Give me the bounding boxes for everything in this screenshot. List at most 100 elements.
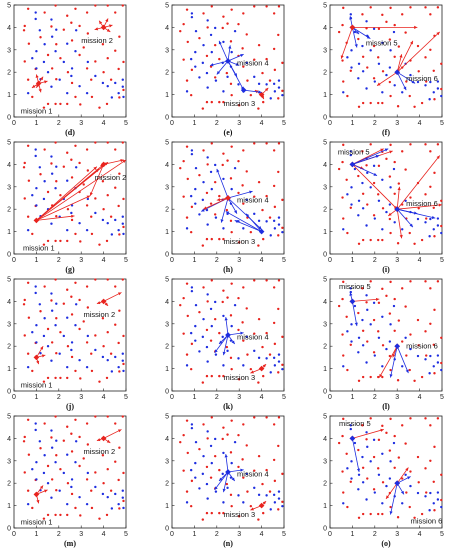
target-point-red	[381, 70, 385, 73]
mission-arrowhead-blue	[210, 63, 214, 67]
target-point-red	[105, 376, 109, 380]
target-point-blue	[38, 166, 42, 169]
y-tick-label: 4	[323, 436, 327, 443]
target-point-red	[397, 456, 401, 459]
target-point-blue	[114, 492, 117, 496]
target-point-blue	[272, 219, 276, 223]
target-point-blue	[346, 330, 349, 333]
target-point-red	[272, 149, 276, 152]
target-point-blue	[429, 491, 432, 495]
target-point-blue	[213, 437, 217, 441]
target-point-red	[230, 419, 233, 422]
mission-hub-blue	[349, 435, 356, 442]
target-point-blue	[349, 427, 352, 431]
target-point-red	[432, 69, 435, 72]
target-point-red	[440, 336, 443, 339]
target-point-blue	[74, 166, 78, 169]
target-point-red	[86, 443, 90, 446]
target-point-red	[429, 459, 432, 462]
y-tick-label: 3	[165, 321, 169, 328]
target-point-red	[408, 368, 411, 372]
mission-link-blue	[245, 213, 262, 232]
target-point-red	[433, 98, 436, 101]
target-point-red	[114, 49, 117, 52]
target-point-red	[253, 416, 256, 419]
target-point-blue	[206, 497, 209, 500]
target-point-blue	[70, 211, 73, 215]
target-point-red	[122, 225, 125, 229]
mission-label: mission 2	[81, 36, 113, 45]
target-point-blue	[74, 50, 77, 53]
target-point-red	[59, 102, 62, 106]
target-point-red	[55, 317, 58, 320]
mission-arrowhead-red	[105, 18, 109, 23]
target-point-blue	[222, 227, 225, 230]
target-point-red	[396, 242, 400, 245]
y-tick-label: 4	[323, 25, 327, 32]
target-point-red	[229, 451, 233, 454]
target-point-blue	[237, 357, 240, 360]
target-point-red	[59, 239, 62, 243]
y-tick-label: 0	[165, 526, 169, 533]
target-point-blue	[50, 496, 53, 499]
target-point-red	[420, 101, 424, 105]
target-point-red	[420, 238, 424, 242]
target-point-blue	[214, 490, 218, 493]
target-point-blue	[54, 50, 57, 53]
y-tick-label: 3	[323, 47, 327, 54]
target-point-blue	[361, 318, 364, 322]
target-point-red	[337, 441, 341, 445]
target-point-blue	[190, 12, 194, 15]
target-point-red	[55, 214, 58, 218]
x-tick-label: 0	[12, 531, 16, 538]
mission-arrowhead-blue	[234, 220, 239, 224]
target-point-blue	[66, 365, 69, 369]
target-point-red	[377, 164, 381, 168]
target-point-red	[237, 296, 240, 300]
target-point-red	[206, 437, 209, 440]
target-point-red	[23, 298, 26, 302]
y-tick-label: 4	[165, 436, 169, 443]
target-point-blue	[257, 219, 261, 223]
y-tick-label: 0	[7, 115, 11, 122]
target-point-red	[345, 452, 348, 456]
mission-arrowhead-red	[260, 95, 264, 100]
target-point-blue	[222, 314, 225, 318]
target-point-blue	[436, 498, 440, 501]
target-point-red	[114, 11, 117, 14]
target-point-red	[381, 287, 384, 291]
target-point-red	[209, 476, 213, 479]
x-tick-label: 3	[79, 120, 83, 127]
target-point-blue	[101, 492, 105, 496]
target-point-red	[22, 440, 26, 443]
target-point-red	[182, 332, 185, 335]
x-tick-label: 5	[124, 394, 128, 401]
y-tick-label: 2	[7, 70, 11, 77]
target-point-red	[121, 278, 124, 281]
target-point-red	[230, 504, 233, 508]
y-tick-label: 2	[165, 70, 169, 77]
mission-label: mission 5	[339, 419, 371, 428]
target-point-red	[70, 218, 74, 222]
mission-link-red	[376, 71, 398, 86]
y-tick-label: 1	[323, 503, 327, 510]
x-tick-label: 4	[260, 257, 264, 264]
target-point-blue	[189, 57, 193, 61]
x-tick-label: 1	[192, 531, 196, 538]
target-point-blue	[66, 42, 69, 45]
target-point-blue	[26, 365, 30, 369]
target-point-red	[230, 282, 233, 285]
target-point-red	[213, 454, 217, 458]
mission-arrowhead-red	[120, 159, 124, 163]
mission-arrowhead-blue	[349, 16, 353, 20]
target-point-blue	[277, 223, 281, 226]
target-point-red	[277, 5, 281, 8]
target-point-blue	[350, 186, 353, 189]
target-point-red	[59, 513, 62, 517]
target-point-red	[262, 511, 265, 515]
target-point-red	[59, 194, 62, 197]
target-point-blue	[377, 473, 381, 476]
mission-link-red	[36, 195, 91, 221]
target-point-red	[66, 151, 69, 154]
target-point-blue	[214, 353, 218, 356]
